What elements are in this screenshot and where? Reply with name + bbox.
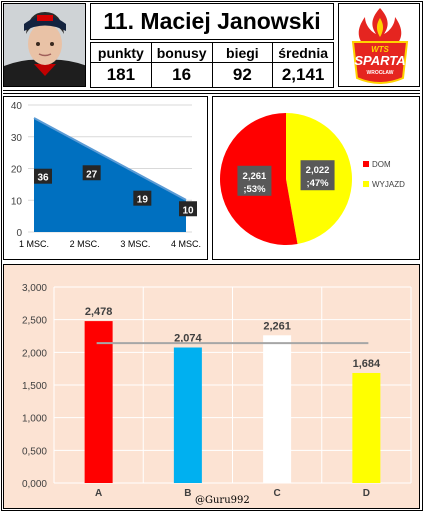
pie-data-label: ;47% bbox=[306, 178, 329, 189]
y-tick-label: 1,000 bbox=[22, 414, 47, 425]
stat-value-heats: 92 bbox=[211, 62, 274, 88]
bar-chart: 0,000 0,500 1,000 1,500 2,000 2,500 3,000 2,478… bbox=[22, 283, 412, 499]
data-label: 27 bbox=[86, 169, 98, 180]
pie-label-box bbox=[300, 160, 335, 191]
bar-c bbox=[263, 335, 292, 483]
stat-label-bonus: bonusy bbox=[150, 42, 213, 63]
credit-text: @Guru992 bbox=[195, 495, 250, 506]
y-tick-label: 2,000 bbox=[22, 348, 47, 359]
stat-value-bonus: 16 bbox=[150, 62, 213, 88]
stat-label-heats: biegi bbox=[211, 42, 274, 63]
legend-swatch bbox=[363, 181, 369, 187]
pie-data-label: ;53% bbox=[243, 184, 266, 195]
pie-data-label: 2,022 bbox=[306, 165, 330, 176]
logo-main-text: SPARTA bbox=[354, 53, 405, 68]
y-tick-label: 3,000 bbox=[22, 283, 47, 294]
player-name-title: 11. Maciej Janowski bbox=[90, 3, 334, 40]
y-tick-label: 10 bbox=[11, 196, 23, 207]
x-tick-label: D bbox=[363, 488, 370, 499]
x-tick-label: 3 MSC. bbox=[120, 239, 150, 249]
y-tick-label: 30 bbox=[11, 133, 23, 144]
pie-chart: 2,022 ;47% 2,261 ;53% DOM WYJAZD bbox=[220, 113, 405, 245]
pie-data-label: 2,261 bbox=[243, 171, 267, 182]
trendline bbox=[33, 117, 187, 201]
bar-a bbox=[84, 321, 113, 483]
y-tick-label: 0 bbox=[16, 228, 22, 239]
header-separator bbox=[3, 90, 420, 94]
data-label-box bbox=[82, 165, 101, 181]
y-tick-label: 40 bbox=[11, 101, 23, 112]
area-chart: 0 10 20 30 40 36 27 19 10 1 MSC. 2 MSC. 3 MSC. 4 MSC… bbox=[11, 101, 201, 249]
bar-b bbox=[173, 347, 202, 483]
data-label: 19 bbox=[137, 195, 149, 206]
player-photo bbox=[3, 3, 86, 87]
stat-label-points: punkty bbox=[90, 42, 152, 63]
y-tick-label: 20 bbox=[11, 165, 23, 176]
legend-swatch bbox=[363, 161, 369, 167]
x-tick-label: B bbox=[184, 488, 191, 499]
area-chart-panel: 0 10 20 30 40 36 27 19 10 1 MSC. 2 MSC. 3 MSC. 4 MSC… bbox=[3, 96, 208, 260]
y-tick-label: 2,500 bbox=[22, 316, 47, 327]
legend-label: WYJAZD bbox=[372, 180, 405, 189]
y-tick-label: 0,000 bbox=[22, 479, 47, 490]
stats-table: punkty bonusy biegi średnia 181 16 92 2,… bbox=[90, 42, 334, 88]
area-series bbox=[34, 117, 186, 232]
bar-data-label: 2,074 bbox=[174, 332, 202, 344]
data-label-box bbox=[133, 190, 152, 206]
stat-label-average: średnia bbox=[272, 42, 334, 63]
x-tick-label: C bbox=[274, 488, 281, 499]
x-tick-label: 2 MSC. bbox=[70, 239, 100, 249]
stat-value-points: 181 bbox=[90, 62, 152, 88]
data-label-box bbox=[34, 168, 52, 184]
data-label-box bbox=[179, 201, 197, 217]
stat-value-average: 2,141 bbox=[272, 62, 334, 88]
pie-label-box bbox=[237, 165, 272, 196]
y-tick-label: 1,500 bbox=[22, 381, 47, 392]
data-label: 10 bbox=[182, 205, 194, 216]
pie-chart-panel: 2,022 ;47% 2,261 ;53% DOM WYJAZD bbox=[212, 96, 420, 260]
x-tick-label: 1 MSC. bbox=[19, 239, 49, 249]
legend-label: DOM bbox=[372, 160, 391, 169]
bar-data-label: 2,261 bbox=[263, 320, 291, 332]
bar-d bbox=[352, 372, 381, 483]
logo-top-text: WTS bbox=[371, 45, 389, 54]
x-tick-label: A bbox=[95, 488, 102, 499]
data-label: 36 bbox=[37, 173, 49, 184]
bar-data-label: 1,684 bbox=[353, 358, 381, 370]
y-tick-label: 0,500 bbox=[22, 446, 47, 457]
bar-chart-panel: 0,000 0,500 1,000 1,500 2,000 2,500 3,000 2,478… bbox=[3, 264, 420, 509]
x-tick-label: 4 MSC. bbox=[171, 239, 201, 249]
bar-data-label: 2,478 bbox=[85, 306, 113, 318]
club-logo: WTS SPARTA WROCŁAW bbox=[338, 3, 420, 87]
logo-sub-text: WROCŁAW bbox=[367, 70, 394, 76]
